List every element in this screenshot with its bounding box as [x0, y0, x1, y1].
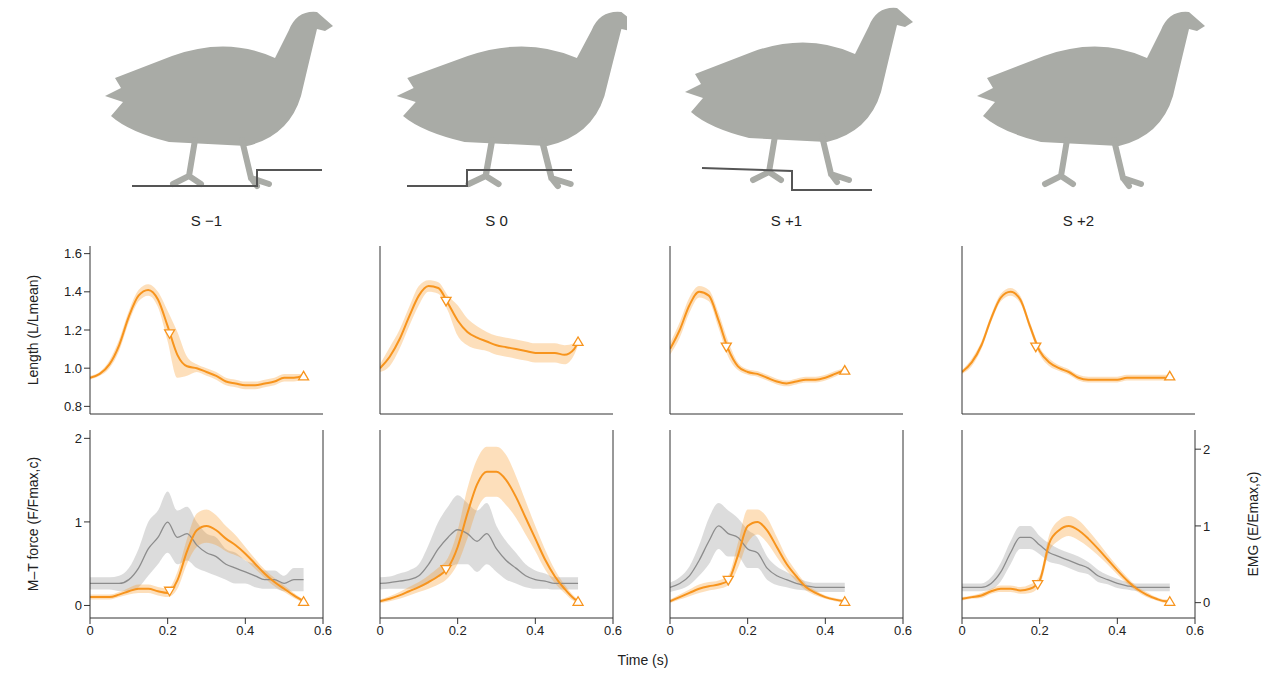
- svg-text:0.4: 0.4: [526, 623, 544, 638]
- svg-text:0: 0: [1203, 595, 1210, 610]
- svg-text:0.6: 0.6: [1186, 623, 1204, 638]
- svg-text:0.4: 0.4: [236, 623, 254, 638]
- svg-text:0.6: 0.6: [894, 623, 912, 638]
- svg-text:1: 1: [1203, 519, 1210, 534]
- html-text:S +1: S +1: [770, 212, 803, 229]
- svg-text:EMG (E/Emax,c): EMG (E/Emax,c): [1245, 471, 1261, 576]
- html-text:S −1: S −1: [190, 212, 223, 229]
- svg-text:0.4: 0.4: [816, 623, 834, 638]
- html-text:Time (s): Time (s): [617, 652, 669, 668]
- svg-text:0.8: 0.8: [64, 399, 82, 414]
- svg-text:0.4: 0.4: [1108, 623, 1126, 638]
- svg-text:0: 0: [75, 598, 82, 613]
- svg-text:1.0: 1.0: [64, 361, 82, 376]
- svg-text:0.2: 0.2: [159, 623, 177, 638]
- svg-text:0: 0: [86, 623, 93, 638]
- svg-text:0.6: 0.6: [314, 623, 332, 638]
- html-text:S +2: S +2: [1062, 212, 1095, 229]
- svg-text:M–T force (F/Fmax,c): M–T force (F/Fmax,c): [25, 457, 41, 591]
- svg-text:0.2: 0.2: [739, 623, 757, 638]
- svg-text:0: 0: [958, 623, 965, 638]
- svg-text:1: 1: [75, 515, 82, 530]
- svg-text:0.6: 0.6: [604, 623, 622, 638]
- svg-text:1.6: 1.6: [64, 246, 82, 261]
- svg-text:1.2: 1.2: [64, 323, 82, 338]
- svg-text:Length (L/Lmean): Length (L/Lmean): [25, 275, 41, 386]
- svg-text:2: 2: [1203, 442, 1210, 457]
- svg-text:2: 2: [75, 431, 82, 446]
- svg-text:1.4: 1.4: [64, 284, 82, 299]
- svg-text:0.2: 0.2: [1031, 623, 1049, 638]
- html-text:S 0: S 0: [485, 212, 508, 229]
- svg-text:0.2: 0.2: [449, 623, 467, 638]
- svg-text:0: 0: [376, 623, 383, 638]
- svg-text:0: 0: [666, 623, 673, 638]
